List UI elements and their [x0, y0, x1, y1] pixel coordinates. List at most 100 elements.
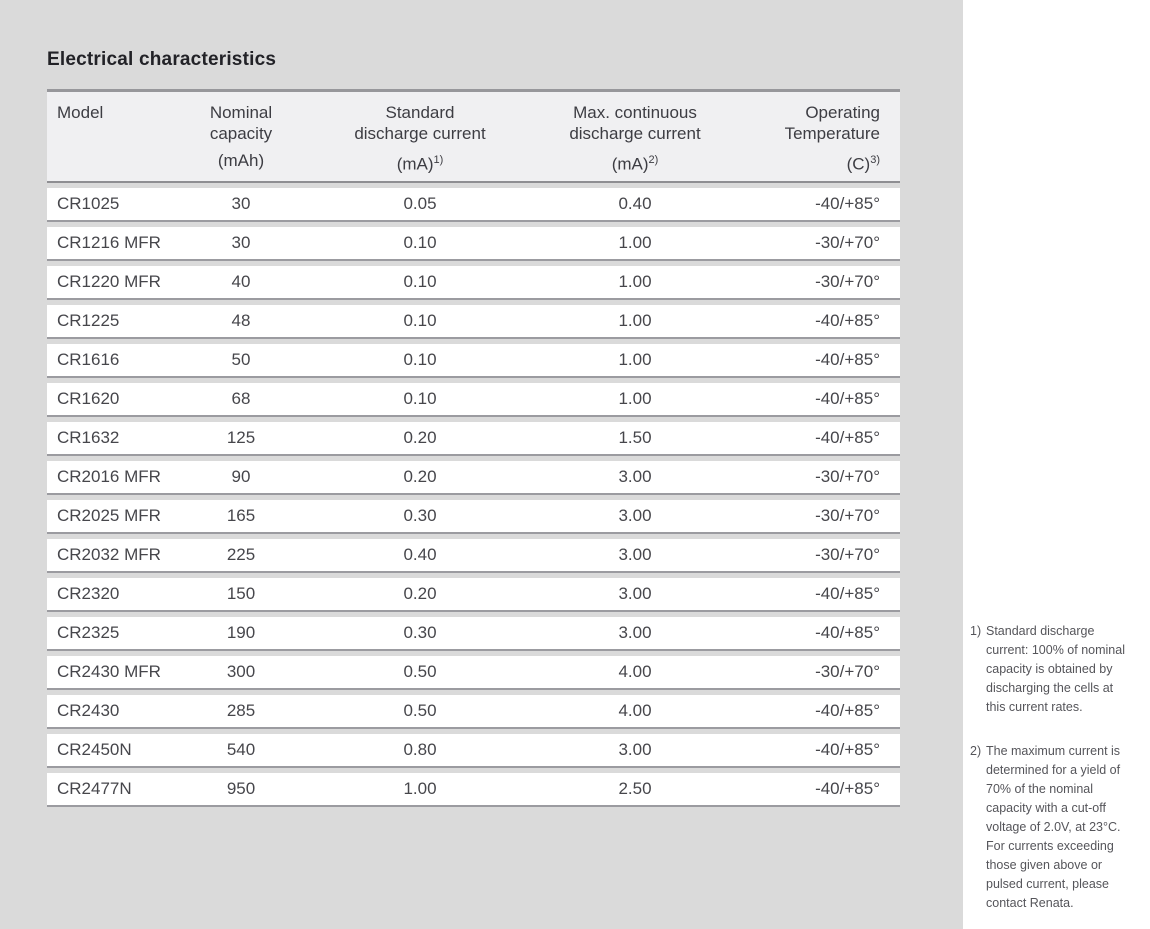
cell-standard-discharge-current: 0.10 — [403, 311, 437, 330]
cell-nominal-capacity: 30 — [231, 194, 251, 213]
cell-model: CR2325 — [57, 623, 120, 642]
cell-max-continuous-discharge-current: 4.00 — [618, 662, 652, 681]
footnote-reference: 3) — [870, 154, 880, 166]
cell-standard-discharge-current: 0.40 — [403, 545, 437, 564]
cell-max-continuous-discharge-current: 1.50 — [618, 428, 652, 447]
cell-nominal-capacity: 540 — [226, 740, 256, 759]
cell-operating-temperature: -40/+85° — [815, 623, 880, 642]
cell-model: CR1225 — [57, 311, 120, 330]
cell-nominal-capacity: 165 — [226, 506, 256, 525]
cell-model: CR1216 MFR — [57, 233, 161, 252]
cell-max-continuous-discharge-current: 2.50 — [618, 779, 652, 798]
table-row: CR1225 48 0.10 1.00 -40/+85° — [47, 305, 900, 339]
table-row: CR2450N 540 0.80 3.00 -40/+85° — [47, 734, 900, 768]
cell-nominal-capacity: 285 — [226, 701, 256, 720]
column-header-label: Nominal capacity — [209, 103, 273, 143]
footnotes: 1) Standard discharge current: 100% of no… — [970, 622, 1145, 913]
cell-max-continuous-discharge-current: 1.00 — [618, 272, 652, 291]
cell-model: CR2430 — [57, 701, 120, 720]
cell-nominal-capacity: 30 — [231, 233, 251, 252]
cell-standard-discharge-current: 0.80 — [403, 740, 437, 759]
column-header-unit: (mAh) — [217, 151, 265, 170]
cell-standard-discharge-current: 0.10 — [403, 350, 437, 369]
footnote-marker: 2) — [970, 744, 982, 758]
cell-max-continuous-discharge-current: 3.00 — [618, 623, 652, 642]
cell-nominal-capacity: 48 — [231, 311, 251, 330]
cell-operating-temperature: -30/+70° — [815, 233, 880, 252]
table-row: CR2430 MFR 300 0.50 4.00 -30/+70° — [47, 656, 900, 690]
cell-operating-temperature: -40/+85° — [815, 701, 880, 720]
cell-model: CR2430 MFR — [57, 662, 161, 681]
table-row: CR2430 285 0.50 4.00 -40/+85° — [47, 695, 900, 729]
column-header-max-continuous-discharge-current: Max. continuous discharge current (mA)2) — [545, 102, 725, 181]
footnote-marker: 1) — [970, 624, 982, 638]
cell-max-continuous-discharge-current: 3.00 — [618, 545, 652, 564]
footnote: 2) The maximum current is determined for … — [970, 742, 1145, 913]
table-row: CR2032 MFR 225 0.40 3.00 -30/+70° — [47, 539, 900, 573]
table-row: CR2320 150 0.20 3.00 -40/+85° — [47, 578, 900, 612]
cell-operating-temperature: -40/+85° — [815, 779, 880, 798]
cell-operating-temperature: -40/+85° — [815, 350, 880, 369]
cell-model: CR2032 MFR — [57, 545, 161, 564]
table-row: CR1620 68 0.10 1.00 -40/+85° — [47, 383, 900, 417]
cell-standard-discharge-current: 0.50 — [403, 701, 437, 720]
cell-operating-temperature: -40/+85° — [815, 740, 880, 759]
cell-nominal-capacity: 950 — [226, 779, 256, 798]
cell-standard-discharge-current: 0.50 — [403, 662, 437, 681]
cell-standard-discharge-current: 0.10 — [403, 272, 437, 291]
cell-model: CR1616 — [57, 350, 120, 369]
column-header-model: Model — [47, 102, 187, 181]
cell-model: CR2320 — [57, 584, 120, 603]
cell-nominal-capacity: 50 — [231, 350, 251, 369]
cell-model: CR1620 — [57, 389, 120, 408]
column-header-standard-discharge-current: Standard discharge current (mA)1) — [295, 102, 545, 181]
cell-max-continuous-discharge-current: 1.00 — [618, 350, 652, 369]
cell-operating-temperature: -40/+85° — [815, 389, 880, 408]
cell-operating-temperature: -40/+85° — [815, 584, 880, 603]
cell-operating-temperature: -30/+70° — [815, 662, 880, 681]
cell-max-continuous-discharge-current: 3.00 — [618, 584, 652, 603]
footnote-reference: 2) — [648, 154, 659, 166]
cell-nominal-capacity: 40 — [231, 272, 251, 291]
table-row: CR1025 30 0.05 0.40 -40/+85° — [47, 188, 900, 222]
cell-model: CR2450N — [57, 740, 132, 759]
footnote-text: Standard discharge current: 100% of nomi… — [986, 624, 1125, 714]
column-header-unit: (C)3) — [846, 154, 880, 174]
cell-max-continuous-discharge-current: 0.40 — [618, 194, 652, 213]
cell-model: CR2016 MFR — [57, 467, 161, 486]
cell-nominal-capacity: 225 — [226, 545, 256, 564]
cell-standard-discharge-current: 0.20 — [403, 467, 437, 486]
footnote: 1) Standard discharge current: 100% of no… — [970, 622, 1145, 717]
cell-nominal-capacity: 90 — [231, 467, 251, 486]
cell-operating-temperature: -30/+70° — [815, 506, 880, 525]
table-row: CR1216 MFR 30 0.10 1.00 -30/+70° — [47, 227, 900, 261]
cell-operating-temperature: -30/+70° — [815, 272, 880, 291]
cell-standard-discharge-current: 1.00 — [403, 779, 437, 798]
table-row: CR1632 125 0.20 1.50 -40/+85° — [47, 422, 900, 456]
column-header-unit: (mA)2) — [611, 154, 659, 174]
footnote-reference: 1) — [433, 154, 444, 166]
cell-nominal-capacity: 125 — [226, 428, 256, 447]
table-header-row: Model Nominal capacity (mAh) Standard disch… — [47, 92, 900, 183]
cell-nominal-capacity: 300 — [226, 662, 256, 681]
cell-model: CR1632 — [57, 428, 120, 447]
table-body: CR1025 30 0.05 0.40 -40/+85° CR1216 MFR 30 0.10… — [47, 188, 900, 807]
cell-nominal-capacity: 150 — [226, 584, 256, 603]
column-header-label: Standard discharge current — [354, 103, 486, 143]
cell-operating-temperature: -40/+85° — [815, 428, 880, 447]
cell-nominal-capacity: 190 — [226, 623, 256, 642]
cell-model: CR2477N — [57, 779, 132, 798]
cell-standard-discharge-current: 0.30 — [403, 506, 437, 525]
table-row: CR2016 MFR 90 0.20 3.00 -30/+70° — [47, 461, 900, 495]
column-header-label: Operating Temperature — [784, 103, 880, 143]
cell-standard-discharge-current: 0.10 — [403, 233, 437, 252]
column-header-unit: (mA)1) — [396, 154, 444, 174]
cell-model: CR1025 — [57, 194, 120, 213]
cell-standard-discharge-current: 0.30 — [403, 623, 437, 642]
cell-max-continuous-discharge-current: 3.00 — [618, 506, 652, 525]
table-row: CR1220 MFR 40 0.10 1.00 -30/+70° — [47, 266, 900, 300]
column-header-label: Max. continuous discharge current — [569, 103, 701, 143]
cell-max-continuous-discharge-current: 1.00 — [618, 311, 652, 330]
cell-standard-discharge-current: 0.20 — [403, 584, 437, 603]
